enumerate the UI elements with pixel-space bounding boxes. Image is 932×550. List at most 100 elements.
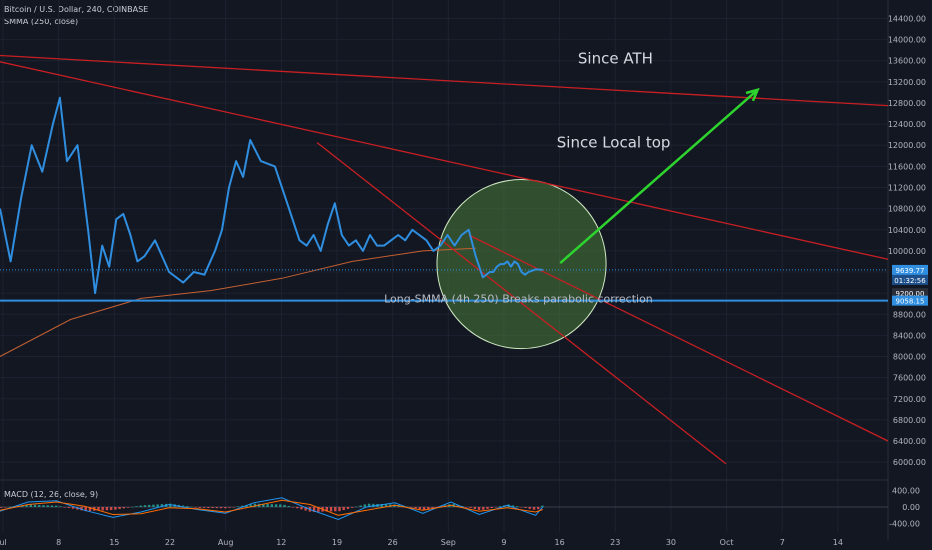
macd-histogram-bar <box>71 507 75 509</box>
macd-histogram-bar <box>422 507 426 510</box>
price-tick-label: 10800.00 <box>888 205 926 214</box>
time-tick-label: 26 <box>388 538 398 547</box>
price-line <box>0 96 543 295</box>
macd-histogram-bar <box>304 507 307 511</box>
macd-histogram-bar <box>469 507 472 508</box>
macd-histogram-bar <box>329 507 333 512</box>
macd-histogram-bar <box>88 507 92 511</box>
price-tick-label: 14000.00 <box>888 36 926 45</box>
macd-line <box>0 497 544 521</box>
time-tick-label: 22 <box>165 538 175 547</box>
macd-histogram-bar <box>114 507 117 510</box>
macd-histogram-bar <box>224 507 227 509</box>
macd-histogram-bar <box>380 504 383 507</box>
trendline-2 <box>0 61 889 260</box>
macd-histogram-bar <box>346 507 350 509</box>
macd-histogram-bar <box>169 503 172 507</box>
macd-histogram-bar <box>131 506 134 508</box>
macd-histogram-bar <box>486 507 489 509</box>
macd-histogram-bar <box>181 505 185 507</box>
macd-histogram-bar <box>334 507 337 512</box>
macd-histogram-bar <box>494 507 498 508</box>
time-tick-label: 8 <box>56 538 61 547</box>
time-tick-label: Sep <box>441 538 456 547</box>
levels <box>0 269 888 302</box>
current-price-badge-bg <box>892 264 928 275</box>
macd-histogram-bar <box>211 507 214 509</box>
macd-histogram-bar <box>287 506 290 507</box>
macd-histogram-bar <box>270 504 274 507</box>
macd-histogram-bar <box>84 507 87 512</box>
trendline-3 <box>316 142 727 465</box>
macd-histogram-bar <box>473 507 476 509</box>
macd-tick-label: -400.00 <box>889 520 920 529</box>
macd-histogram-bar <box>207 507 210 508</box>
countdown-badge-bg <box>892 274 928 285</box>
time-tick-label: ul <box>0 538 7 547</box>
time-tick-label: Aug <box>218 538 234 547</box>
price-tick-label: 10000.00 <box>888 247 926 256</box>
grey-price-label-bg <box>892 288 928 299</box>
macd-histogram-bar <box>219 507 223 509</box>
macd-histogram-bar <box>325 507 328 512</box>
macd-histogram-bar <box>291 507 295 508</box>
macd-histogram-bar <box>29 504 32 507</box>
time-axis[interactable]: ul 8 15 22 Aug 12 19 26 Sep 9 16 23 30 Oct 7 14 <box>0 538 843 547</box>
price-tick-label: 6000.00 <box>893 458 926 467</box>
macd-histogram-bar <box>109 507 113 511</box>
price-tick-label: 6800.00 <box>893 416 926 425</box>
macd-histogram-bar <box>46 505 49 507</box>
macd-histogram-bar <box>355 506 358 508</box>
smma-line <box>0 247 476 357</box>
price-tick-label: 11200.00 <box>888 184 926 193</box>
macd-histogram-bar <box>482 507 485 510</box>
time-tick-label: 23 <box>610 538 620 547</box>
macd-histogram-bar <box>312 507 316 512</box>
macd-histogram-bar <box>249 504 252 507</box>
macd-histogram-bar <box>63 507 66 508</box>
macd-histogram-bar <box>232 507 235 508</box>
price-tick-label: 12800.00 <box>888 99 926 108</box>
current-price-badge: 9639.77 <box>896 267 925 275</box>
macd-histogram-bar <box>279 504 282 507</box>
macd-histogram-bar <box>431 507 434 509</box>
macd-histogram-bar <box>283 504 286 507</box>
time-tick-label: 7 <box>780 538 785 547</box>
macd-histogram-bar <box>59 506 62 507</box>
macd-histogram-bar <box>0 507 3 508</box>
macd-histogram-bar <box>296 507 299 509</box>
macd-histogram-bar <box>25 504 28 507</box>
price-axis[interactable]: 6000.00 6400.00 6800.00 7200.00 7600.00 8000.… <box>888 14 928 529</box>
macd-histogram-bar <box>54 505 58 507</box>
macd-histogram-bar <box>541 505 544 507</box>
macd-histogram-bar <box>524 507 527 508</box>
price-tick-label: 8800.00 <box>893 310 926 319</box>
macd-histogram-bar <box>384 504 388 507</box>
smma-group <box>0 247 476 357</box>
smma-legend: SMMA (250, close) <box>4 17 79 26</box>
annotation-3: Long-SMMA (4h 250) Breaks parabolic corr… <box>384 293 653 306</box>
macd-histogram-bar <box>241 505 244 507</box>
macd-histogram-bar <box>122 507 126 509</box>
macd-histogram-bar <box>262 503 265 507</box>
macd-histogram-bar <box>372 503 375 507</box>
macd-histogram-bar <box>8 506 11 508</box>
macd-histogram-bar <box>33 504 37 507</box>
time-tick-label: 14 <box>833 538 843 547</box>
macd-histogram-bar <box>410 507 413 508</box>
macd-histogram-bar <box>367 503 371 507</box>
macd-histogram-bar <box>350 507 354 508</box>
trendline-1 <box>0 54 889 107</box>
annotation-2: Since Local top <box>557 133 671 151</box>
macd-histogram-bar <box>160 504 164 507</box>
price-tick-label: 8000.00 <box>893 353 926 362</box>
macd-histogram-bar <box>50 505 54 507</box>
macd-histogram-bar <box>300 507 303 510</box>
macd-histogram-bar <box>528 507 531 509</box>
macd-histogram-bar <box>253 503 257 507</box>
macd-histogram-bar <box>80 507 83 511</box>
price-tick-label: 7200.00 <box>893 395 926 404</box>
macd-histogram-bar <box>135 506 138 507</box>
macd-histogram-bar <box>4 507 7 508</box>
